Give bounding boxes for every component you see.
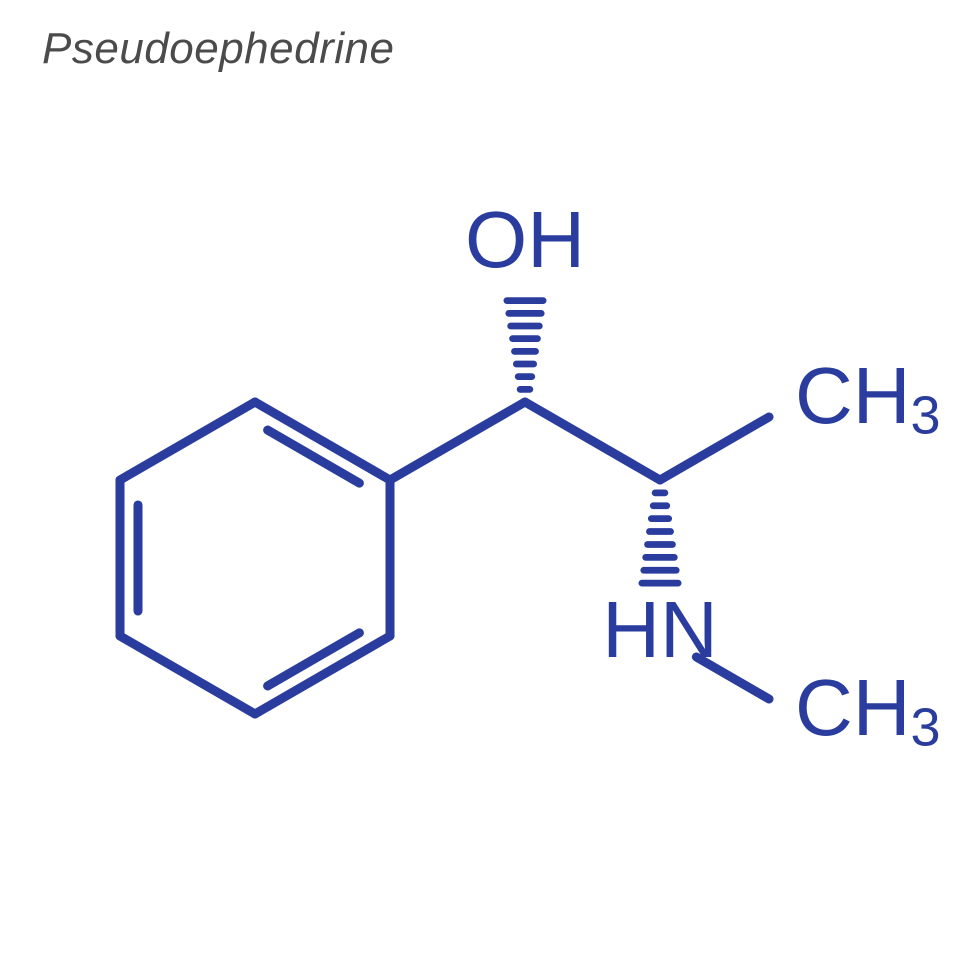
atom-label-ch3b: CH3 xyxy=(795,663,941,758)
atom-label-oh: OH xyxy=(465,195,585,284)
atom-label-hn: HN xyxy=(602,585,718,674)
compound-title: Pseudoephedrine xyxy=(42,24,394,74)
atom-label-ch3a: CH3 xyxy=(795,351,941,446)
molecule-diagram: OH CH3 HN CH3 xyxy=(0,0,980,980)
